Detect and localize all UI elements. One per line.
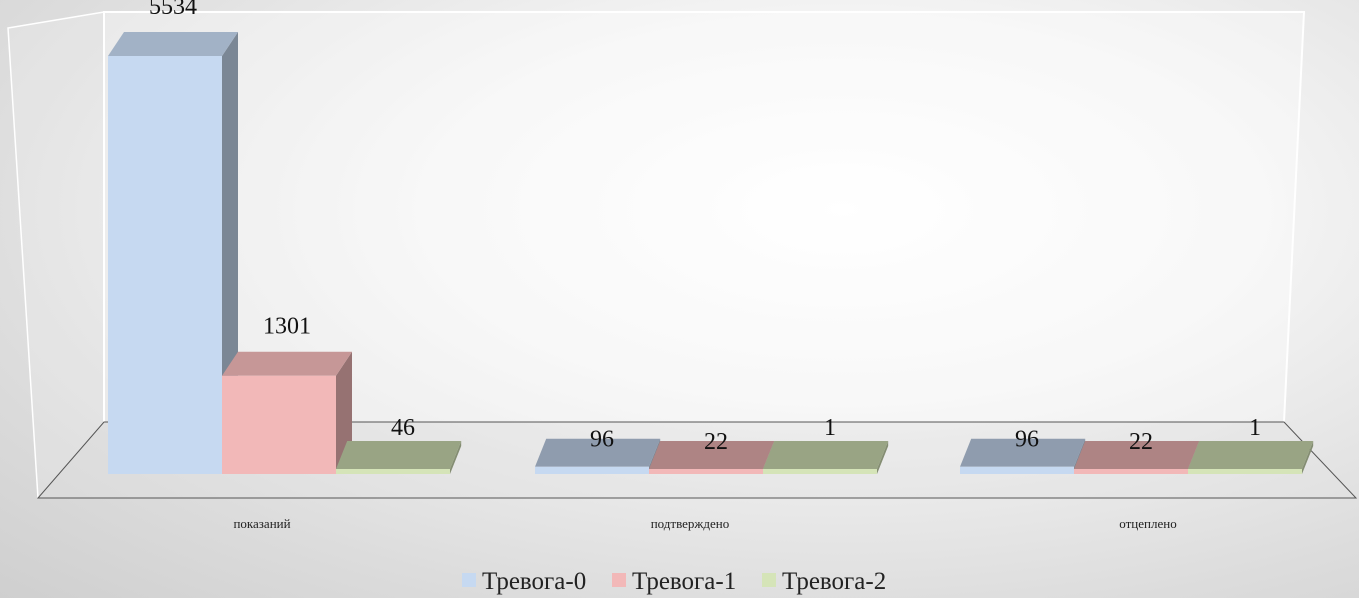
data-label: 1 [824,415,836,441]
bar-top-face [763,441,889,469]
bar-front-face [1188,469,1302,474]
bar-top-face [1074,441,1200,469]
legend-item: Тревога-0 [462,568,586,595]
bar-front-face [222,375,336,474]
bar-top-face [336,441,462,469]
bar-top-face [1188,441,1314,469]
labels-layer: 5534 1301 46 96 22 1 96 22 1 [149,0,1261,455]
bar-2-0 [336,441,462,474]
bar-side-face [450,441,462,474]
bar-2-2 [1188,441,1314,474]
bar-0-0 [108,32,238,474]
back-wall [104,12,1304,422]
data-label: 22 [704,429,728,455]
bar-side-face [877,441,889,474]
category-label: отцеплено [1119,516,1176,531]
bar-top-face [108,32,238,56]
data-label: 1 [1249,415,1261,441]
data-label: 1301 [263,314,311,340]
bar-front-face [108,56,222,474]
side-wall [8,12,104,498]
bar-front-face [1074,469,1188,474]
legend-item: Тревога-2 [762,568,886,595]
bar-side-face [1302,441,1314,474]
legend-swatch [762,573,776,587]
bar-front-face [960,466,1074,474]
bar-top-face [222,351,352,376]
data-label: 22 [1129,429,1153,455]
legend-label: Тревога-1 [632,568,736,595]
legend-label: Тревога-0 [482,568,586,595]
legend-item: Тревога-1 [612,568,736,595]
category-label: показаний [233,516,290,531]
legend-swatch [462,573,476,587]
bar-1-0 [222,351,352,474]
data-label: 46 [391,415,415,441]
bar-top-face [960,438,1086,467]
bar-top-face [649,441,775,469]
bar-2-1 [763,441,889,474]
legend-label: Тревога-2 [782,568,886,595]
side-wall-outline [7,11,105,499]
legend: Тревога-0 Тревога-1 Тревога-2 [462,568,886,595]
category-labels: показаний подтверждено отцеплено [233,516,1176,531]
bar-front-face [763,469,877,474]
bar-front-face [336,469,450,474]
bar-top-face [535,438,661,467]
bars-layer [108,32,1314,474]
data-label: 5534 [149,0,197,20]
bar-front-face [649,469,763,474]
data-label: 96 [1015,427,1039,453]
back-wall-outline [103,11,1306,423]
legend-swatch [612,573,626,587]
category-label: подтверждено [651,516,730,531]
data-label: 96 [590,427,614,453]
bar-front-face [535,466,649,474]
